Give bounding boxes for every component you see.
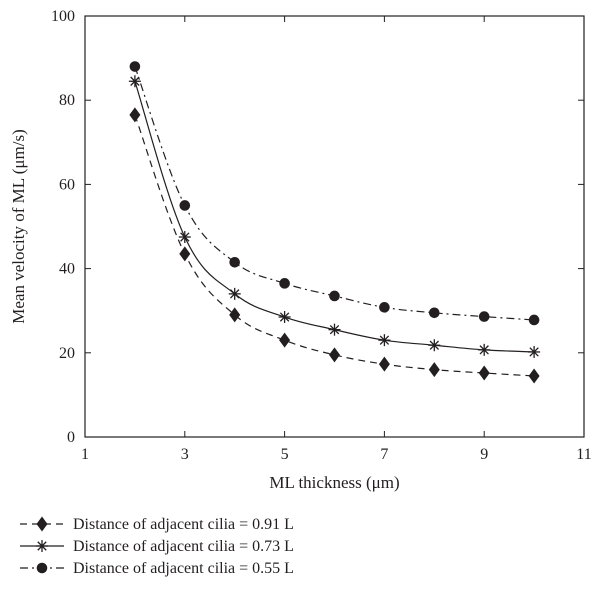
y-tick-label: 60 xyxy=(59,176,75,193)
x-tick-label: 11 xyxy=(576,446,591,463)
asterisk-stroke xyxy=(279,312,290,322)
legend-marker xyxy=(36,562,48,574)
data-point xyxy=(378,356,390,372)
data-point xyxy=(229,307,241,323)
data-point xyxy=(428,339,441,352)
asterisk-stroke xyxy=(379,335,390,345)
data-point xyxy=(328,323,341,336)
data-point xyxy=(329,347,340,363)
data-point xyxy=(128,75,141,88)
asterisk-stroke xyxy=(329,324,340,335)
data-point xyxy=(129,61,141,72)
y-tick-label: 0 xyxy=(67,429,75,446)
legend-marker xyxy=(36,516,48,532)
plot-frame xyxy=(84,15,585,438)
asterisk-stroke xyxy=(130,76,140,86)
legend-label: Distance of adjacent cilia = 0.73 L xyxy=(73,538,294,555)
data-point xyxy=(279,332,291,348)
data-point xyxy=(379,302,390,313)
series-line xyxy=(134,81,535,353)
asterisk-stroke xyxy=(37,541,47,551)
y-axis-title: Mean velocity of ML (μm/s) xyxy=(9,129,28,324)
data-point xyxy=(428,362,440,378)
legend-label: Distance of adjacent cilia = 0.55 L xyxy=(73,560,294,577)
plot-area xyxy=(84,15,585,438)
asterisk-stroke xyxy=(229,289,240,299)
y-tick-label: 20 xyxy=(59,345,75,362)
legend-item-3: Distance of adjacent cilia = 0.55 L xyxy=(20,560,294,577)
data-point xyxy=(429,307,440,319)
data-point xyxy=(228,287,241,300)
x-tick-label: 3 xyxy=(181,446,189,463)
x-tick-label: 1 xyxy=(81,446,89,463)
data-point xyxy=(179,200,191,211)
data-point xyxy=(279,278,290,289)
data-point xyxy=(478,365,490,381)
asterisk-stroke xyxy=(429,340,440,350)
series-group xyxy=(128,61,541,384)
series-2 xyxy=(128,75,541,358)
x-axis-title: ML thickness (μm) xyxy=(269,473,399,492)
x-tick-label: 5 xyxy=(281,446,289,463)
y-tick-label: 100 xyxy=(51,8,75,25)
data-point xyxy=(129,107,141,123)
legend-marker xyxy=(36,540,48,552)
x-tick-label: 9 xyxy=(480,446,488,463)
y-tick-label: 80 xyxy=(59,92,75,109)
series-line xyxy=(134,114,535,377)
legend-label: Distance of adjacent cilia = 0.91 L xyxy=(73,516,294,533)
axis-labels: ML thickness (μm) Mean velocity of ML (μ… xyxy=(9,129,400,492)
asterisk-stroke xyxy=(529,347,539,357)
data-point xyxy=(329,290,340,302)
y-tick-label: 40 xyxy=(59,261,75,278)
series-3 xyxy=(129,61,540,326)
asterisk-stroke xyxy=(180,232,190,242)
axis-ticks: 1 3 5 7 9 11 0 20 40 60 80 100 xyxy=(51,8,592,463)
series-1 xyxy=(129,107,540,384)
x-tick-label: 7 xyxy=(380,446,388,463)
data-point xyxy=(229,256,240,268)
legend-item-1: Distance of adjacent cilia = 0.91 L xyxy=(20,516,294,533)
data-point xyxy=(478,343,491,356)
legend: Distance of adjacent cilia = 0.91 L Dista… xyxy=(20,516,294,577)
data-point xyxy=(178,231,191,244)
data-point xyxy=(528,314,540,326)
data-point xyxy=(378,334,391,347)
data-point xyxy=(278,311,291,324)
asterisk-stroke xyxy=(479,345,489,355)
series-line xyxy=(134,66,535,321)
data-point xyxy=(528,368,540,384)
data-point xyxy=(528,345,541,358)
data-point xyxy=(179,246,191,262)
data-point xyxy=(478,311,490,322)
legend-item-2: Distance of adjacent cilia = 0.73 L xyxy=(20,538,294,555)
